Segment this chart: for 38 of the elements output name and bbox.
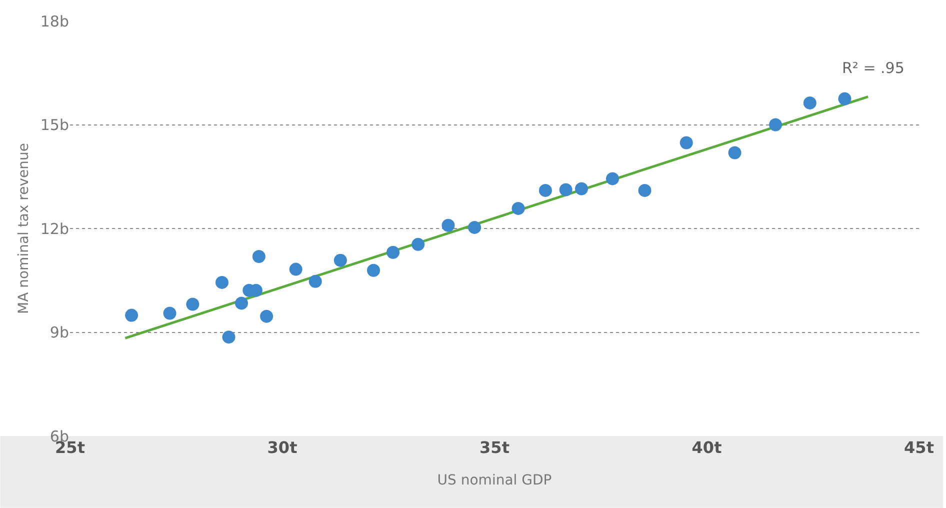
- point: [680, 136, 693, 150]
- point: [289, 262, 302, 276]
- point: [186, 298, 200, 311]
- point: [442, 218, 455, 232]
- point: [215, 276, 228, 289]
- point: [260, 310, 274, 323]
- point: [728, 146, 742, 160]
- y-axis-title: MA nominal tax revenue: [16, 143, 32, 314]
- point: [125, 308, 138, 322]
- point: [367, 264, 380, 277]
- point: [512, 202, 525, 215]
- y-tick-label: 18b: [40, 12, 69, 30]
- x-tick-label: 35t: [480, 438, 510, 457]
- point: [386, 246, 400, 259]
- point: [638, 184, 652, 197]
- x-tick-label: 45t: [904, 438, 934, 457]
- point: [538, 184, 552, 197]
- y-tick-label: 15b: [40, 116, 69, 134]
- point: [412, 238, 425, 251]
- point: [308, 274, 322, 288]
- point: [769, 118, 782, 132]
- y-tick-label: 12b: [40, 220, 69, 238]
- point: [252, 250, 266, 264]
- y-tick-label: 9b: [50, 324, 69, 342]
- x-tick-label: 40t: [692, 438, 722, 457]
- point: [606, 172, 620, 186]
- point: [468, 220, 482, 234]
- point: [575, 182, 588, 196]
- x-tick-label: 30t: [267, 438, 298, 457]
- point: [222, 330, 236, 344]
- point: [838, 92, 852, 106]
- point: [559, 183, 572, 196]
- point: [803, 96, 816, 110]
- point: [163, 306, 176, 320]
- x-axis-title: US nominal GDP: [437, 472, 552, 488]
- annotation: R² = .95: [842, 59, 904, 77]
- point: [235, 296, 248, 310]
- point: [334, 254, 347, 267]
